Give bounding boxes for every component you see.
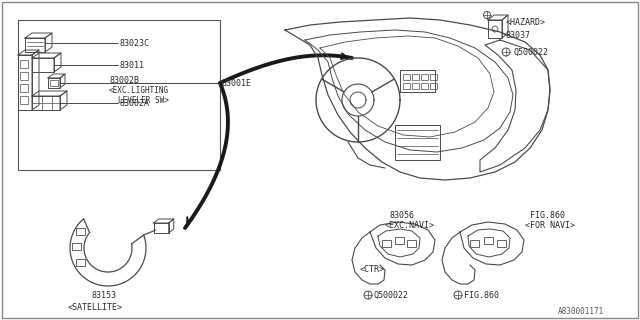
- Bar: [421, 74, 428, 80]
- Text: 83023C: 83023C: [119, 38, 149, 47]
- Text: Q500022: Q500022: [514, 47, 549, 57]
- Circle shape: [454, 291, 462, 299]
- Bar: [32, 58, 54, 72]
- Text: <CTR>: <CTR>: [360, 266, 385, 275]
- Bar: [382, 240, 391, 247]
- Bar: [403, 83, 410, 89]
- Bar: [18, 20, 220, 170]
- Bar: [76, 259, 85, 266]
- Bar: [497, 240, 506, 247]
- Bar: [407, 240, 416, 247]
- Text: FIG.860: FIG.860: [464, 291, 499, 300]
- Text: 83001E: 83001E: [222, 78, 252, 87]
- Bar: [488, 20, 502, 38]
- Bar: [20, 60, 28, 68]
- Text: 83002B: 83002B: [109, 76, 139, 84]
- Bar: [395, 237, 404, 244]
- Bar: [470, 240, 479, 247]
- Circle shape: [364, 291, 372, 299]
- Bar: [76, 228, 85, 235]
- Bar: [395, 125, 440, 160]
- Bar: [48, 78, 60, 88]
- Bar: [20, 72, 28, 80]
- Text: FIG.860: FIG.860: [530, 211, 565, 220]
- Bar: [50, 80, 58, 86]
- Text: 83011: 83011: [119, 60, 144, 69]
- Bar: [403, 74, 410, 80]
- Text: 83153: 83153: [92, 291, 117, 300]
- Bar: [430, 74, 437, 80]
- Text: LEVELER SW>: LEVELER SW>: [118, 95, 169, 105]
- Bar: [412, 74, 419, 80]
- Bar: [154, 223, 169, 233]
- Text: 83002A: 83002A: [119, 99, 149, 108]
- Text: 83037: 83037: [506, 30, 531, 39]
- Text: <EXC.LIGHTING: <EXC.LIGHTING: [109, 85, 169, 94]
- Bar: [400, 70, 435, 92]
- Bar: [25, 38, 45, 52]
- Bar: [20, 84, 28, 92]
- Text: A830001171: A830001171: [558, 308, 604, 316]
- Bar: [20, 96, 28, 104]
- Bar: [484, 237, 493, 244]
- Circle shape: [502, 48, 510, 56]
- Circle shape: [492, 26, 498, 32]
- Circle shape: [483, 12, 490, 19]
- Text: 83056: 83056: [390, 211, 415, 220]
- Text: <FOR NAVI>: <FOR NAVI>: [525, 220, 575, 229]
- Bar: [421, 83, 428, 89]
- Text: <SATELLITE>: <SATELLITE>: [68, 303, 123, 313]
- Bar: [430, 83, 437, 89]
- Bar: [18, 55, 32, 110]
- Bar: [72, 243, 81, 250]
- Text: <EXC.NAVI>: <EXC.NAVI>: [385, 220, 435, 229]
- Text: <HAZARD>: <HAZARD>: [506, 18, 546, 27]
- Bar: [412, 83, 419, 89]
- Bar: [32, 96, 60, 110]
- Text: Q500022: Q500022: [374, 291, 409, 300]
